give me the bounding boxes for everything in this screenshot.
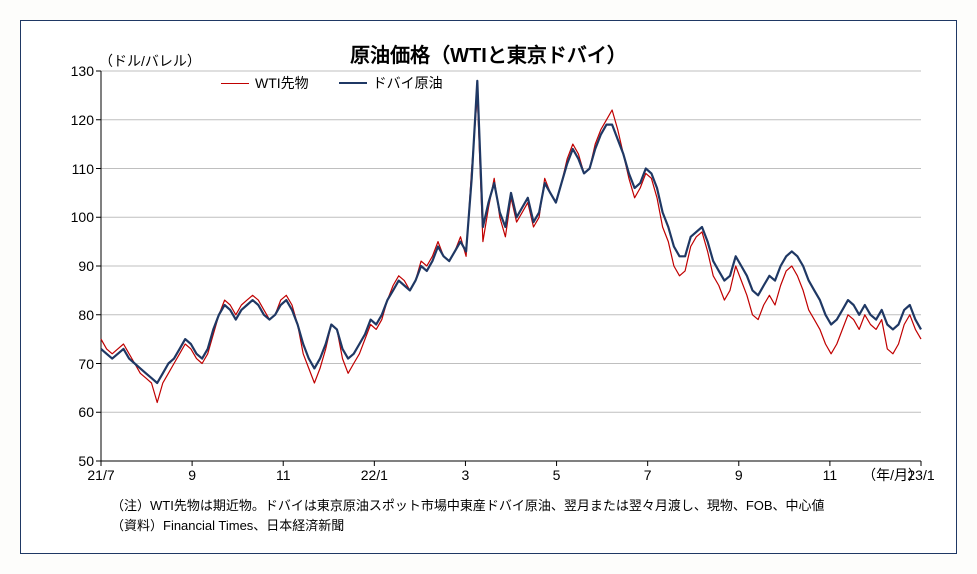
footnote: （注）WTI先物は期近物。ドバイは東京原油スポット市場中東産ドバイ原油、翌月また… — [111, 496, 825, 535]
chart-svg — [21, 21, 958, 555]
x-tick-label: 9 — [735, 467, 743, 483]
x-tick-label: 3 — [462, 467, 470, 483]
y-tick-label: 130 — [64, 63, 94, 79]
y-tick-label: 80 — [64, 307, 94, 323]
x-tick-label: 5 — [553, 467, 561, 483]
footnote-note: （注）WTI先物は期近物。ドバイは東京原油スポット市場中東産ドバイ原油、翌月また… — [111, 496, 825, 516]
x-tick-label: 23/1 — [907, 467, 934, 483]
footnote-source: （資料）Financial Times、日本経済新聞 — [111, 516, 825, 536]
x-tick-label: 22/1 — [361, 467, 388, 483]
x-tick-label: 21/7 — [87, 467, 114, 483]
y-tick-label: 110 — [64, 161, 94, 177]
x-tick-label: 11 — [823, 467, 838, 483]
chart-container: 原油価格（WTIと東京ドバイ） （ドル/バレル） （年/月） WTI先物 ドバイ… — [20, 20, 957, 554]
y-tick-label: 70 — [64, 356, 94, 372]
y-tick-label: 60 — [64, 404, 94, 420]
y-tick-label: 100 — [64, 209, 94, 225]
x-tick-label: 7 — [644, 467, 652, 483]
x-tick-label: 11 — [276, 467, 291, 483]
y-tick-label: 120 — [64, 112, 94, 128]
x-tick-label: 9 — [188, 467, 196, 483]
y-tick-label: 90 — [64, 258, 94, 274]
